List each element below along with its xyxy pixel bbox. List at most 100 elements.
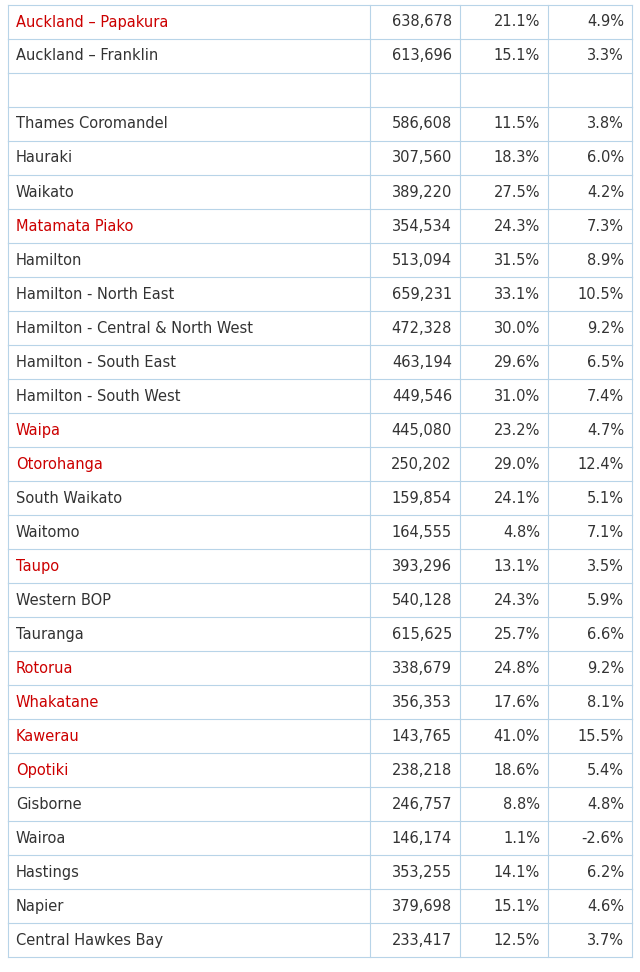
Text: 5.9%: 5.9%: [587, 593, 624, 608]
Text: Hamilton - South East: Hamilton - South East: [16, 355, 176, 369]
Text: 164,555: 164,555: [392, 525, 452, 539]
Text: 615,625: 615,625: [392, 627, 452, 642]
Text: 250,202: 250,202: [391, 457, 452, 471]
Text: 17.6%: 17.6%: [493, 695, 540, 710]
Text: 353,255: 353,255: [392, 864, 452, 880]
Bar: [8, 379, 632, 413]
Text: 389,220: 389,220: [392, 185, 452, 199]
Text: 18.3%: 18.3%: [494, 151, 540, 165]
Text: 513,094: 513,094: [392, 253, 452, 267]
Text: 338,679: 338,679: [392, 661, 452, 676]
Bar: [8, 39, 632, 73]
Text: 4.8%: 4.8%: [587, 796, 624, 812]
Text: 27.5%: 27.5%: [493, 185, 540, 199]
Text: 143,765: 143,765: [392, 728, 452, 744]
Text: 24.3%: 24.3%: [493, 219, 540, 233]
Bar: [8, 73, 632, 107]
Text: Thames Coromandel: Thames Coromandel: [16, 117, 168, 131]
Bar: [8, 175, 632, 209]
Bar: [8, 243, 632, 277]
Text: 15.1%: 15.1%: [493, 898, 540, 914]
Text: 31.5%: 31.5%: [494, 253, 540, 267]
Text: 613,696: 613,696: [392, 49, 452, 63]
Text: Hamilton - South West: Hamilton - South West: [16, 389, 180, 403]
Bar: [8, 311, 632, 345]
Text: 25.7%: 25.7%: [493, 627, 540, 642]
Text: Auckland – Franklin: Auckland – Franklin: [16, 49, 158, 63]
Text: 6.6%: 6.6%: [587, 627, 624, 642]
Text: Central Hawkes Bay: Central Hawkes Bay: [16, 932, 163, 948]
Text: 10.5%: 10.5%: [578, 287, 624, 301]
Text: Matamata Piako: Matamata Piako: [16, 219, 133, 233]
Text: 4.9%: 4.9%: [587, 15, 624, 29]
Bar: [8, 5, 632, 39]
Text: 4.2%: 4.2%: [587, 185, 624, 199]
Bar: [8, 889, 632, 923]
Text: Gisborne: Gisborne: [16, 796, 82, 812]
Text: 449,546: 449,546: [392, 389, 452, 403]
Bar: [8, 277, 632, 311]
Text: 159,854: 159,854: [392, 491, 452, 505]
Bar: [8, 515, 632, 549]
Bar: [8, 651, 632, 685]
Bar: [8, 107, 632, 141]
Text: 393,296: 393,296: [392, 559, 452, 573]
Text: 1.1%: 1.1%: [503, 830, 540, 846]
Text: 659,231: 659,231: [392, 287, 452, 301]
Bar: [8, 141, 632, 175]
Text: 379,698: 379,698: [392, 898, 452, 914]
Bar: [8, 447, 632, 481]
Text: 14.1%: 14.1%: [493, 864, 540, 880]
Text: 8.9%: 8.9%: [587, 253, 624, 267]
Text: 24.3%: 24.3%: [493, 593, 540, 608]
Text: Hastings: Hastings: [16, 864, 80, 880]
Text: 9.2%: 9.2%: [587, 661, 624, 676]
Bar: [8, 719, 632, 753]
Text: Waipa: Waipa: [16, 423, 61, 437]
Bar: [8, 345, 632, 379]
Text: Opotiki: Opotiki: [16, 762, 68, 778]
Text: 7.4%: 7.4%: [587, 389, 624, 403]
Text: 7.1%: 7.1%: [587, 525, 624, 539]
Text: 30.0%: 30.0%: [493, 321, 540, 335]
Bar: [8, 413, 632, 447]
Text: 246,757: 246,757: [392, 796, 452, 812]
Text: 5.1%: 5.1%: [587, 491, 624, 505]
Text: 354,534: 354,534: [392, 219, 452, 233]
Text: 18.6%: 18.6%: [493, 762, 540, 778]
Text: 11.5%: 11.5%: [493, 117, 540, 131]
Text: 12.5%: 12.5%: [493, 932, 540, 948]
Text: 356,353: 356,353: [392, 695, 452, 710]
Text: Hamilton - North East: Hamilton - North East: [16, 287, 174, 301]
Bar: [8, 855, 632, 889]
Bar: [8, 923, 632, 957]
Text: 24.1%: 24.1%: [493, 491, 540, 505]
Text: Hauraki: Hauraki: [16, 151, 73, 165]
Text: 29.6%: 29.6%: [493, 355, 540, 369]
Text: Hamilton: Hamilton: [16, 253, 83, 267]
Text: 638,678: 638,678: [392, 15, 452, 29]
Text: 23.2%: 23.2%: [493, 423, 540, 437]
Text: 3.7%: 3.7%: [587, 932, 624, 948]
Text: 31.0%: 31.0%: [493, 389, 540, 403]
Text: 3.8%: 3.8%: [587, 117, 624, 131]
Text: 463,194: 463,194: [392, 355, 452, 369]
Text: 6.2%: 6.2%: [587, 864, 624, 880]
Text: 6.5%: 6.5%: [587, 355, 624, 369]
Bar: [8, 209, 632, 243]
Text: 12.4%: 12.4%: [578, 457, 624, 471]
Text: 238,218: 238,218: [392, 762, 452, 778]
Text: 15.5%: 15.5%: [578, 728, 624, 744]
Text: Otorohanga: Otorohanga: [16, 457, 103, 471]
Text: Taupo: Taupo: [16, 559, 59, 573]
Text: 3.3%: 3.3%: [588, 49, 624, 63]
Text: Hamilton - Central & North West: Hamilton - Central & North West: [16, 321, 253, 335]
Text: 7.3%: 7.3%: [587, 219, 624, 233]
Bar: [8, 481, 632, 515]
Text: -2.6%: -2.6%: [582, 830, 624, 846]
Text: 307,560: 307,560: [392, 151, 452, 165]
Text: 445,080: 445,080: [392, 423, 452, 437]
Text: 21.1%: 21.1%: [493, 15, 540, 29]
Text: 233,417: 233,417: [392, 932, 452, 948]
Bar: [8, 583, 632, 617]
